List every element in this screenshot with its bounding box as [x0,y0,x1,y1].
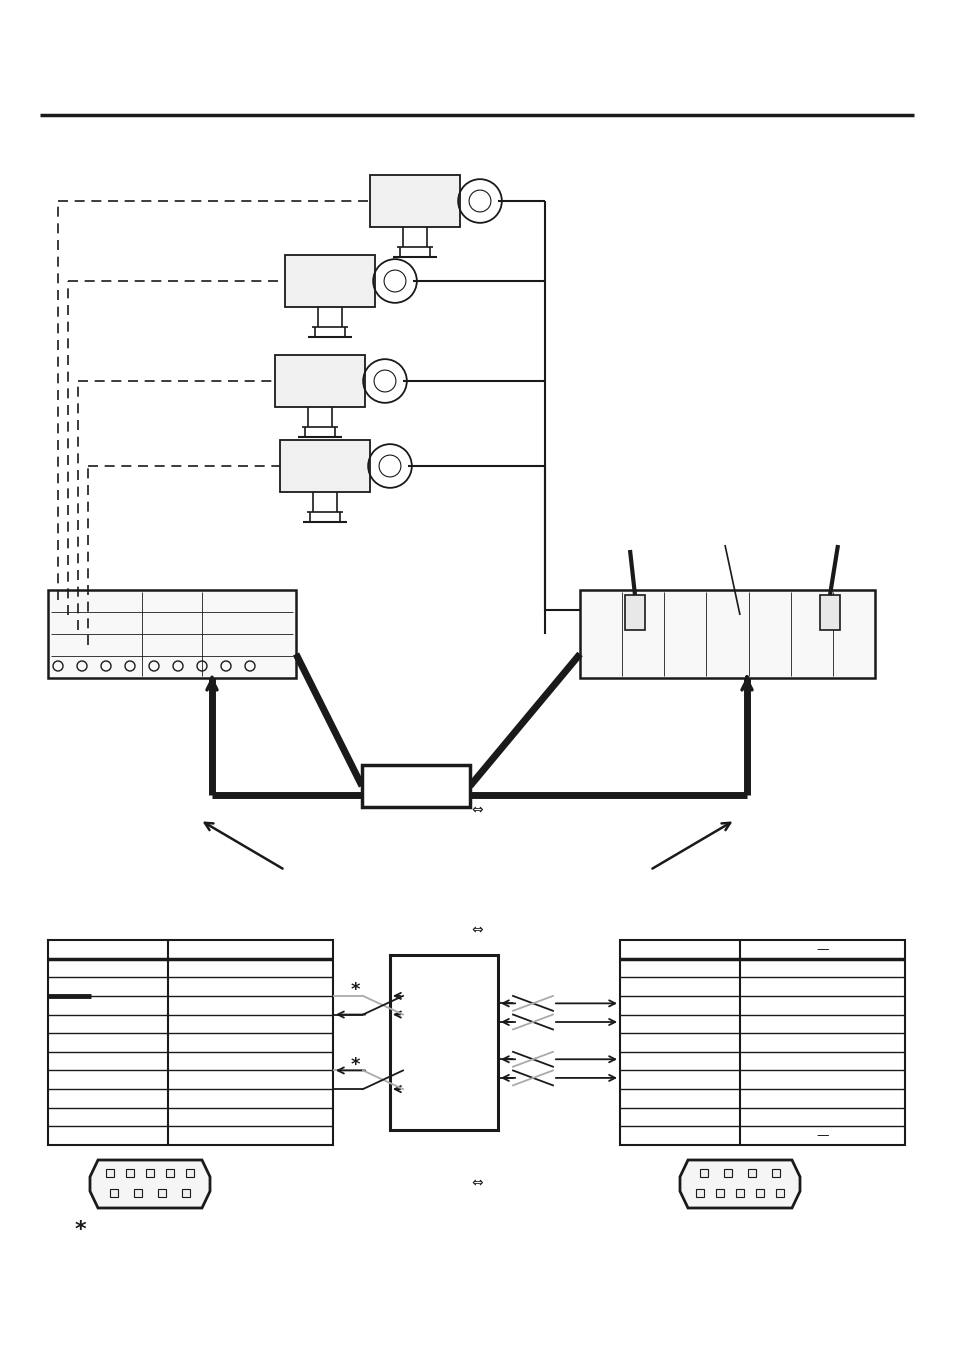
Text: *: * [350,1055,359,1074]
Bar [747,1170,755,1177]
Text: ⇔: ⇔ [471,923,482,937]
Bar [106,1170,113,1177]
Bar [110,1189,118,1197]
Bar [361,766,470,807]
Bar [126,1170,133,1177]
Bar [166,1170,173,1177]
Bar [716,1189,723,1197]
Bar [723,1170,731,1177]
Text: —: — [815,942,828,956]
Bar [274,355,365,407]
Polygon shape [679,1161,800,1208]
Bar [775,1189,783,1197]
Text: *: * [350,981,359,999]
Bar [370,175,459,226]
Bar [696,1189,703,1197]
Bar [280,439,370,492]
Bar [820,594,840,630]
Bar [771,1170,780,1177]
Text: *: * [74,1220,86,1240]
Bar [579,590,874,678]
Bar [146,1170,153,1177]
Bar [390,954,497,1130]
Polygon shape [90,1161,210,1208]
Bar [700,1170,707,1177]
Bar [48,940,333,1144]
Text: —: — [815,1130,828,1142]
Bar [48,590,295,678]
Bar [285,255,375,307]
Bar [182,1189,190,1197]
Bar [755,1189,763,1197]
Bar [186,1170,193,1177]
Bar [619,940,904,1144]
Bar [133,1189,142,1197]
Bar [624,594,644,630]
Bar [735,1189,743,1197]
Bar [158,1189,166,1197]
Text: ⇔: ⇔ [471,1175,482,1190]
Text: ⇔: ⇔ [471,803,482,817]
